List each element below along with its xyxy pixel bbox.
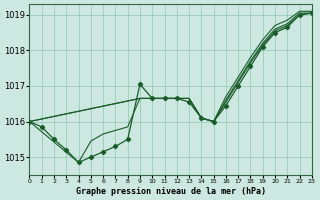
- X-axis label: Graphe pression niveau de la mer (hPa): Graphe pression niveau de la mer (hPa): [76, 187, 266, 196]
